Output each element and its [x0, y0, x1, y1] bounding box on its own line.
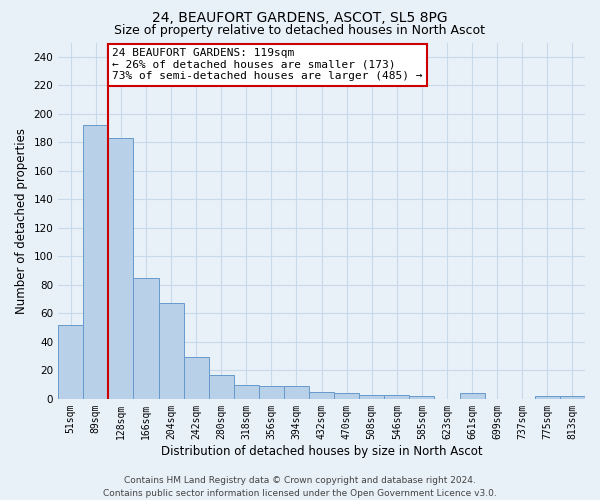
Text: Contains HM Land Registry data © Crown copyright and database right 2024.
Contai: Contains HM Land Registry data © Crown c…: [103, 476, 497, 498]
Bar: [209, 374, 234, 399]
X-axis label: Distribution of detached houses by size in North Ascot: Distribution of detached houses by size …: [161, 444, 482, 458]
Bar: [385, 394, 409, 399]
Bar: [560, 396, 585, 399]
Bar: [284, 386, 309, 399]
Bar: [409, 396, 434, 399]
Bar: [158, 304, 184, 399]
Bar: [359, 394, 385, 399]
Bar: [334, 393, 359, 399]
Bar: [460, 393, 485, 399]
Bar: [83, 125, 109, 399]
Bar: [109, 138, 133, 399]
Bar: [58, 324, 83, 399]
Text: 24 BEAUFORT GARDENS: 119sqm
← 26% of detached houses are smaller (173)
73% of se: 24 BEAUFORT GARDENS: 119sqm ← 26% of det…: [112, 48, 422, 82]
Bar: [259, 386, 284, 399]
Bar: [184, 358, 209, 399]
Bar: [133, 278, 158, 399]
Text: Size of property relative to detached houses in North Ascot: Size of property relative to detached ho…: [115, 24, 485, 37]
Y-axis label: Number of detached properties: Number of detached properties: [15, 128, 28, 314]
Bar: [234, 384, 259, 399]
Text: 24, BEAUFORT GARDENS, ASCOT, SL5 8PG: 24, BEAUFORT GARDENS, ASCOT, SL5 8PG: [152, 11, 448, 25]
Bar: [535, 396, 560, 399]
Bar: [309, 392, 334, 399]
